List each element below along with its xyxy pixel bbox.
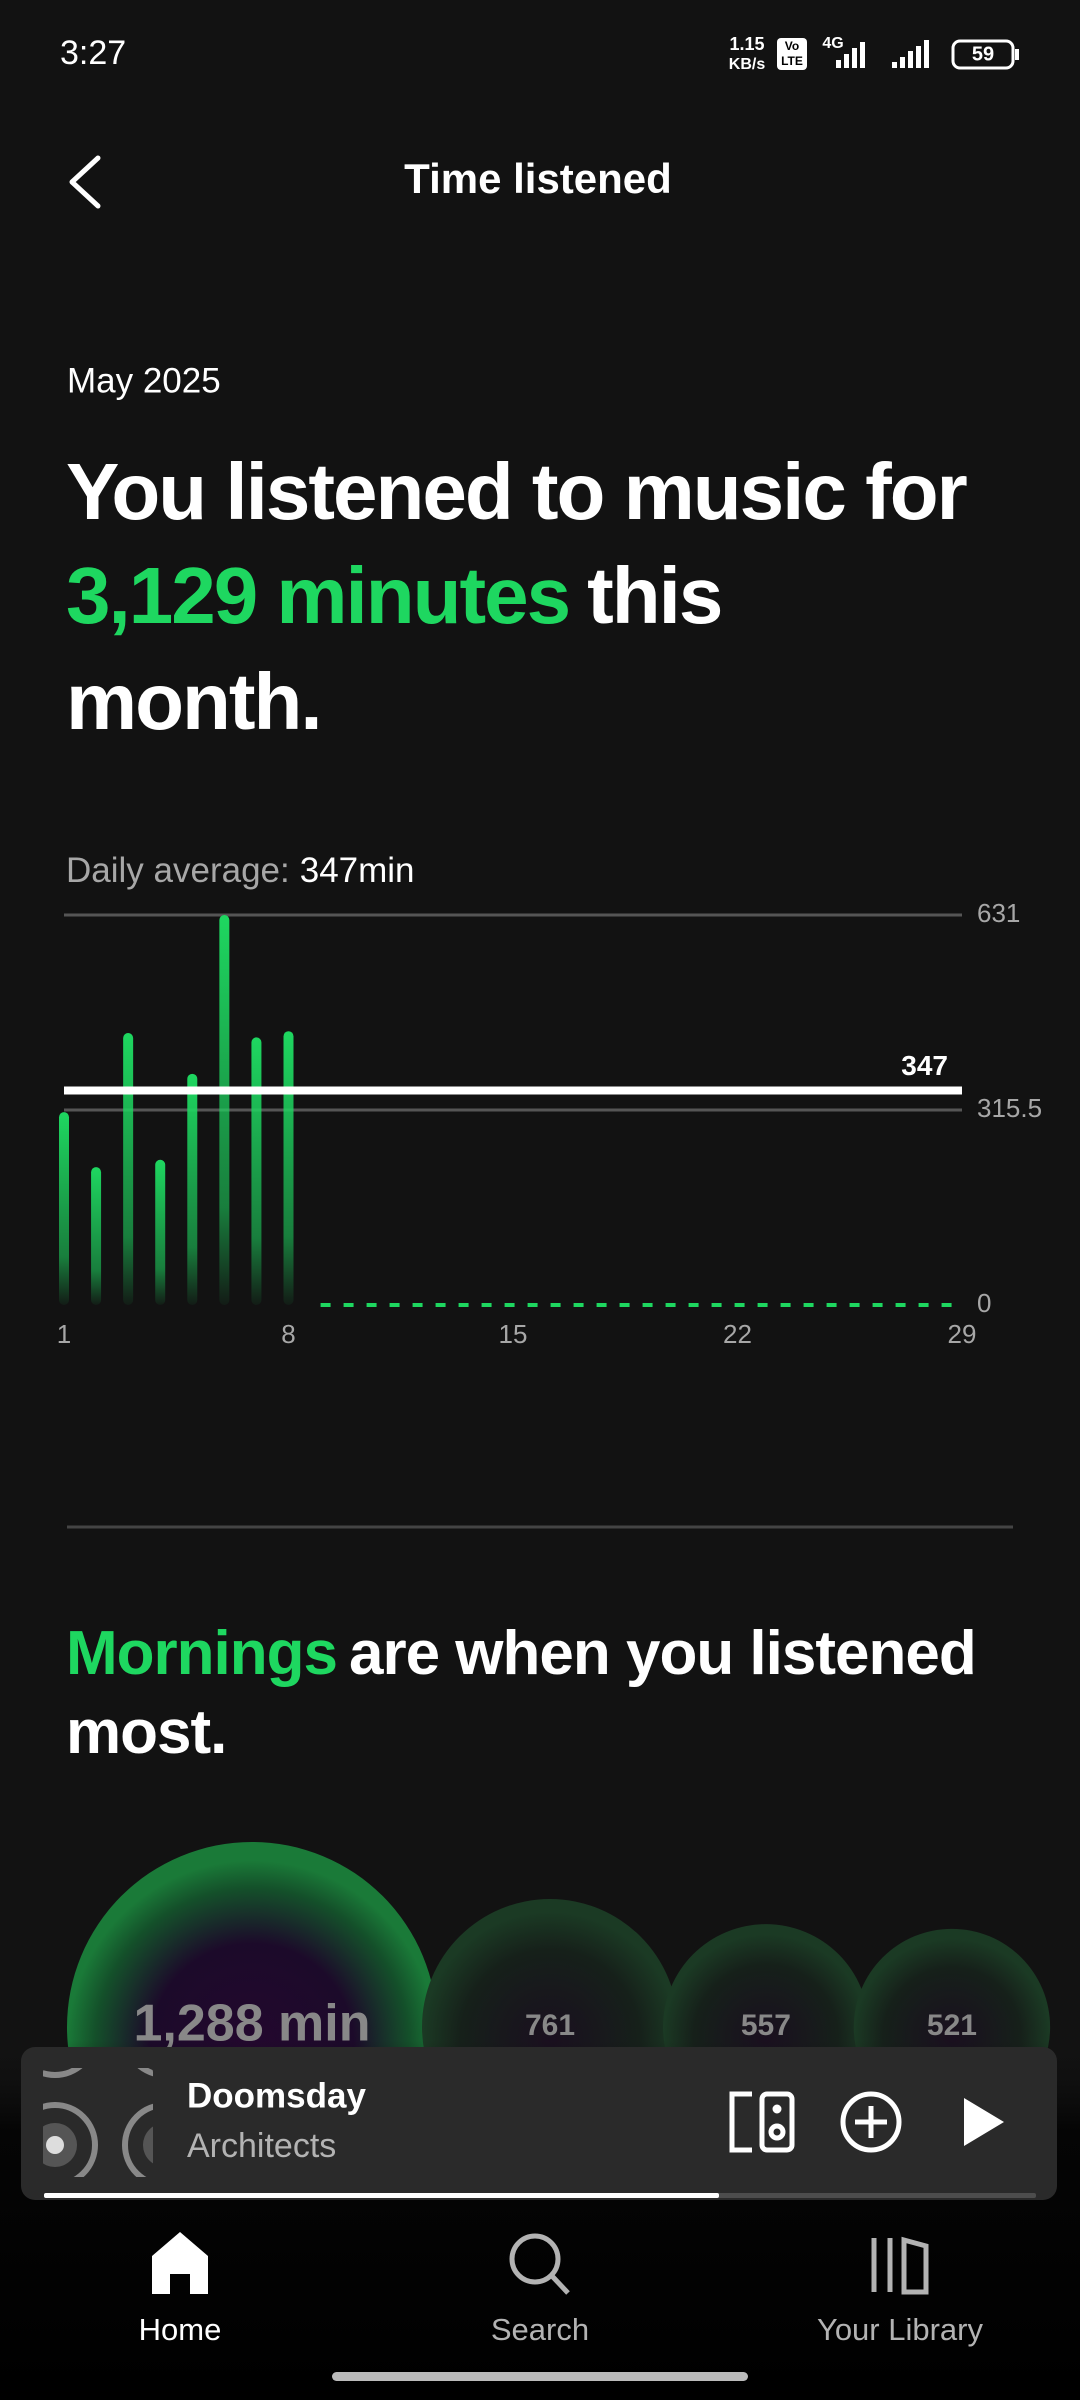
search-icon[interactable] (509, 2233, 570, 2295)
bar (155, 1159, 166, 1305)
bar (59, 1112, 69, 1305)
bar (283, 1031, 294, 1305)
album-art (43, 2068, 153, 2177)
x-tick-label: 15 (499, 1319, 528, 1349)
x-tick-label: 22 (723, 1319, 752, 1349)
battery-tip (1015, 49, 1019, 60)
bar (251, 1037, 262, 1305)
bar (123, 1033, 134, 1305)
volte-text: Vo (785, 39, 799, 53)
devices-button[interactable] (729, 2091, 795, 2153)
bar (91, 1167, 102, 1305)
add-button[interactable] (840, 2091, 902, 2153)
x-tick-label: 29 (948, 1319, 977, 1349)
x-tick-label: 1 (57, 1319, 71, 1349)
track-artist: Architects (187, 2127, 336, 2165)
net-unit: KB/s (729, 56, 766, 73)
y-tick-label: 0 (977, 1288, 991, 1318)
net-speed: 1.15 (729, 34, 764, 54)
section-text: are when you listened (349, 1619, 976, 1688)
nav-label[interactable]: Search (491, 2312, 589, 2347)
headline-text: You listened to music for (66, 447, 967, 536)
bubble (67, 1842, 437, 2080)
back-button[interactable] (69, 155, 101, 209)
period: May 2025 (67, 361, 221, 400)
y-tick-label: 631 (977, 898, 1020, 928)
battery-icon (951, 39, 1015, 70)
nav-label[interactable]: Home (139, 2312, 222, 2347)
bubble-label: 557 (741, 2009, 791, 2042)
average-value: 347min (300, 851, 415, 890)
play-button[interactable] (964, 2098, 1004, 2146)
bubble-label: 761 (525, 2009, 575, 2042)
home-icon[interactable] (152, 2232, 208, 2294)
network-type: 4G (822, 35, 843, 52)
bar (187, 1073, 198, 1305)
status-time: 3:27 (60, 34, 126, 72)
section-highlight: Mornings (66, 1619, 337, 1688)
headline-highlight: 3,129 minutes (66, 551, 569, 640)
progress-fill (44, 2193, 719, 2198)
daily-average: Daily average: 347min (66, 851, 415, 890)
bubble (422, 1899, 678, 2080)
headline-text: month. (66, 657, 321, 746)
bubble-label: 521 (927, 2009, 977, 2042)
volte-text: LTE (781, 54, 803, 68)
daily-chart: 0 315.5 631 1 8 15 22 29 347 (57, 898, 1042, 1349)
library-icon[interactable] (871, 2236, 929, 2295)
section-title: most. (66, 1698, 226, 1767)
home-indicator (332, 2372, 748, 2381)
average-label: Daily average: (66, 851, 290, 890)
bar (219, 915, 230, 1305)
battery-level: 59 (972, 43, 994, 65)
section-title: Mornings are when you listened (66, 1619, 976, 1688)
headline: You listened to music for (66, 447, 967, 536)
page-title: Time listened (404, 155, 672, 202)
track-title: Doomsday (187, 2076, 366, 2115)
nav-label[interactable]: Your Library (817, 2312, 984, 2347)
headline-text: this (587, 551, 721, 640)
signal-icon (836, 40, 929, 68)
x-tick-label: 8 (281, 1319, 295, 1349)
section-text: most. (66, 1698, 226, 1767)
headline: 3,129 minutes this (66, 551, 721, 640)
headline: month. (66, 657, 321, 746)
mini-player[interactable] (21, 2047, 1057, 2200)
volte-icon (777, 38, 807, 70)
y-tick-label: 315.5 (977, 1093, 1042, 1123)
average-line-label: 347 (901, 1050, 948, 1081)
